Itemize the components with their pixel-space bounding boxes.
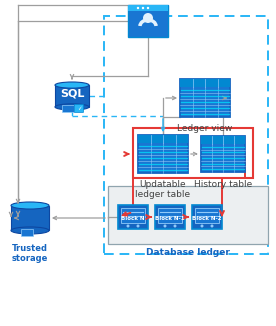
FancyBboxPatch shape	[180, 79, 230, 117]
Ellipse shape	[55, 82, 89, 88]
Bar	[138, 135, 188, 143]
Circle shape	[143, 13, 153, 23]
Ellipse shape	[55, 104, 89, 110]
Text: Block N: Block N	[121, 216, 145, 221]
Ellipse shape	[11, 227, 49, 234]
Text: Block N-1: Block N-1	[155, 216, 185, 221]
FancyBboxPatch shape	[121, 208, 145, 223]
Text: Block N-2: Block N-2	[192, 216, 222, 221]
Circle shape	[142, 7, 144, 9]
Circle shape	[147, 7, 149, 9]
FancyBboxPatch shape	[21, 229, 33, 236]
FancyBboxPatch shape	[158, 208, 182, 223]
FancyBboxPatch shape	[128, 5, 168, 37]
FancyBboxPatch shape	[138, 135, 188, 173]
FancyBboxPatch shape	[75, 105, 84, 112]
FancyBboxPatch shape	[118, 205, 148, 229]
Text: Ledger view: Ledger view	[177, 124, 233, 133]
Polygon shape	[55, 85, 89, 107]
Bar	[128, 5, 168, 11]
Circle shape	[137, 225, 139, 228]
Circle shape	[211, 225, 214, 228]
FancyBboxPatch shape	[192, 205, 222, 229]
Circle shape	[200, 225, 203, 228]
Circle shape	[163, 225, 166, 228]
FancyBboxPatch shape	[201, 136, 245, 172]
Polygon shape	[11, 205, 49, 230]
Circle shape	[137, 7, 139, 9]
Circle shape	[174, 225, 176, 228]
FancyBboxPatch shape	[195, 208, 219, 223]
Text: Database ledger: Database ledger	[146, 248, 230, 257]
Text: History table: History table	[194, 180, 252, 189]
Ellipse shape	[11, 202, 49, 209]
Bar	[180, 79, 230, 87]
Text: ✓: ✓	[77, 106, 81, 111]
FancyBboxPatch shape	[155, 205, 185, 229]
FancyBboxPatch shape	[108, 186, 268, 244]
Bar	[201, 136, 245, 144]
FancyBboxPatch shape	[62, 105, 74, 112]
Text: Updatable
ledger table: Updatable ledger table	[136, 180, 190, 200]
Text: SQL: SQL	[60, 89, 84, 99]
Circle shape	[126, 225, 129, 228]
Text: Trusted
storage: Trusted storage	[12, 244, 48, 263]
